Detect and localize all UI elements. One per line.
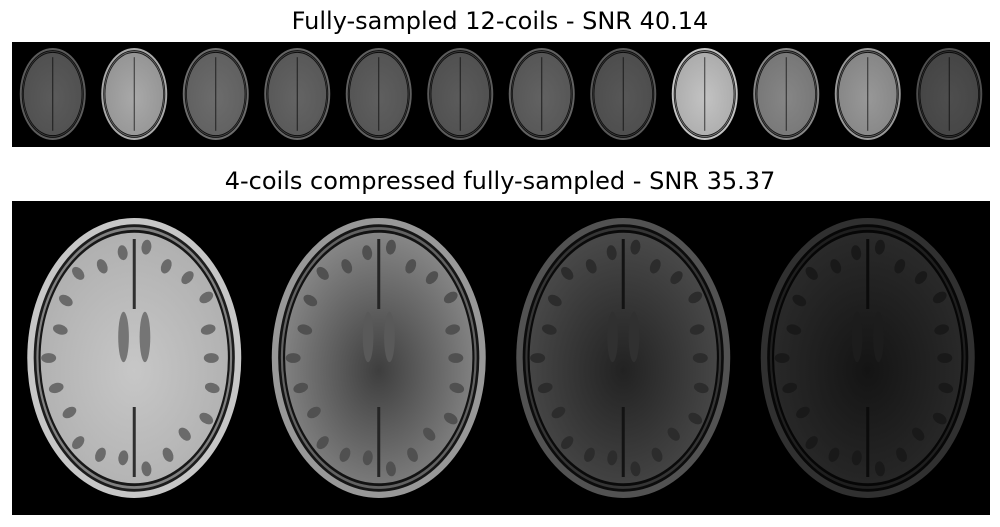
bottom-coil-image-1 — [27, 218, 242, 498]
compressed-coils-image — [27, 218, 975, 498]
top-coil-image-5 — [345, 48, 412, 140]
top-coil-image-9 — [671, 48, 738, 140]
top-coil-image-12 — [916, 48, 983, 140]
bottom-coil-image-2 — [271, 218, 486, 498]
bottom-coil-image-3 — [516, 218, 731, 498]
bottom-coil-image-4 — [760, 218, 975, 498]
top-coil-image-1 — [19, 48, 86, 140]
top-coil-image-11 — [834, 48, 901, 140]
coil-strip-image — [19, 48, 983, 140]
compressed-coils-panel — [12, 201, 990, 515]
top-coil-image-6 — [427, 48, 494, 140]
top-panel-title: Fully-sampled 12-coils - SNR 40.14 — [291, 7, 709, 35]
top-coil-image-3 — [182, 48, 249, 140]
top-coil-image-7 — [508, 48, 575, 140]
top-coil-image-4 — [264, 48, 331, 140]
top-coil-image-10 — [753, 48, 820, 140]
top-coil-image-2 — [101, 48, 168, 140]
coil-strip-panel — [12, 42, 990, 147]
top-coil-image-8 — [590, 48, 657, 140]
bottom-panel-title: 4-coils compressed fully-sampled - SNR 3… — [224, 167, 776, 195]
